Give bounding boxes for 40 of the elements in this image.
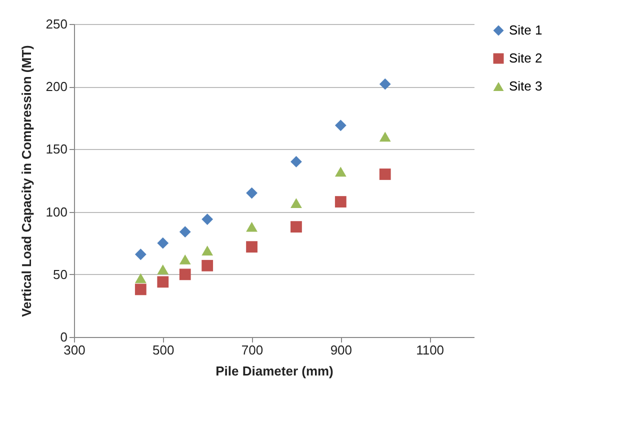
point	[290, 198, 302, 208]
point	[157, 237, 169, 249]
point	[157, 276, 169, 288]
y-tick-label: 100	[46, 204, 68, 220]
point	[134, 248, 146, 260]
x-tick-label: 300	[64, 342, 86, 358]
point	[202, 214, 214, 226]
y-tick-label: 50	[53, 266, 68, 282]
point	[202, 246, 214, 256]
point	[379, 78, 391, 90]
point	[134, 273, 146, 284]
point	[157, 264, 169, 274]
point	[334, 196, 346, 208]
point	[290, 156, 302, 168]
x-tick-label: 1100	[416, 342, 444, 358]
point	[134, 284, 146, 296]
y-tick-label: 200	[46, 79, 68, 94]
point	[179, 268, 191, 280]
point	[379, 168, 391, 180]
point	[246, 222, 258, 232]
point	[246, 187, 258, 199]
point	[379, 132, 391, 142]
point	[290, 221, 302, 233]
point	[179, 226, 191, 238]
point	[334, 120, 346, 132]
point	[179, 254, 191, 264]
point	[246, 241, 258, 253]
y-axis-title: Vertical Load Capacity in Compression (MT)	[18, 45, 34, 317]
y-tick-label: 0	[60, 330, 68, 344]
x-tick-label: 700	[241, 342, 264, 358]
point	[202, 260, 214, 272]
x-tick-label: 500	[152, 342, 174, 358]
x-axis-title: Pile Diameter (mm)	[216, 364, 334, 378]
y-tick-label: 150	[46, 142, 68, 157]
y-tick-label: 250	[46, 16, 68, 32]
point	[334, 166, 346, 177]
legend-label: Site 1	[509, 22, 542, 38]
legend-label: Site 2	[509, 50, 542, 66]
legend-label: Site 3	[509, 78, 542, 94]
x-tick-label: 900	[330, 342, 352, 358]
